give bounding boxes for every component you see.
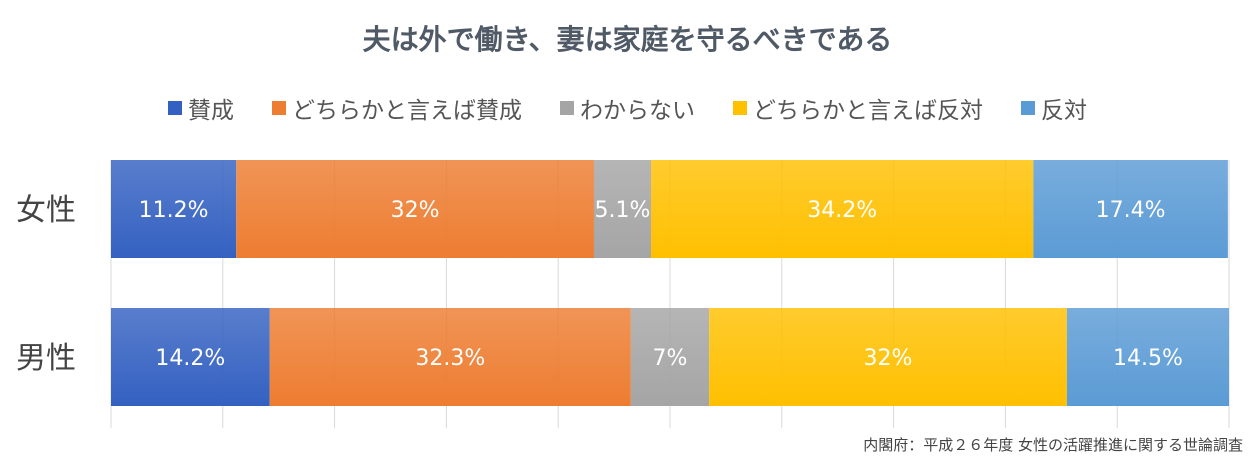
legend-label-somewhat-agree: どちらかと言えば賛成 <box>292 98 522 124</box>
legend-swatch-dont-know <box>560 101 574 115</box>
legend-label-disagree: 反対 <box>1041 98 1087 124</box>
legend-label-somewhat-disagree: どちらかと言えば反対 <box>753 98 983 124</box>
legend-label-dont-know: わからない <box>580 98 695 124</box>
legend-swatch-agree <box>168 101 182 115</box>
legend-item-disagree: 反対 <box>1021 91 1087 125</box>
data-label: 14.5% <box>1113 346 1183 371</box>
data-label: 32% <box>864 346 913 371</box>
bar-segment <box>236 160 594 258</box>
legend-item-somewhat-agree: どちらかと言えば賛成 <box>272 91 522 125</box>
bar-segment <box>709 308 1067 406</box>
data-label: 34.2% <box>807 198 877 223</box>
bar-segment <box>650 160 1034 258</box>
data-label: 17.4% <box>1096 198 1166 223</box>
legend-swatch-somewhat-disagree <box>733 101 747 115</box>
bar-segment <box>1066 308 1229 406</box>
legend-label-agree: 賛成 <box>188 98 234 124</box>
bar-segment <box>269 308 631 406</box>
bar-segment <box>111 308 270 406</box>
legend-item-dont-know: わからない <box>560 91 695 125</box>
bar-segment <box>111 160 237 258</box>
chart-title: 夫は外で働き、妻は家庭を守るべきである <box>362 23 893 56</box>
data-label: 7% <box>653 346 688 371</box>
source-note: 内閣府：平成２６年度 女性の活躍推進に関する世論調査 <box>863 436 1243 454</box>
data-label: 14.2% <box>155 346 225 371</box>
bar-segment <box>630 308 710 406</box>
bar-segment <box>593 160 651 258</box>
data-label: 32.3% <box>415 346 485 371</box>
data-label: 32% <box>391 198 440 223</box>
chart-legend: 賛成 どちらかと言えば賛成 わからない どちらかと言えば反対 反対 <box>0 92 1255 124</box>
data-label: 11.2% <box>139 198 209 223</box>
legend-item-agree: 賛成 <box>168 91 234 125</box>
legend-item-somewhat-disagree: どちらかと言えば反対 <box>733 91 983 125</box>
legend-swatch-disagree <box>1021 101 1035 115</box>
legend-swatch-somewhat-agree <box>272 101 286 115</box>
data-label: 5.1% <box>595 198 651 223</box>
bar-segment <box>1033 160 1228 258</box>
category-label: 女性 <box>16 193 76 228</box>
category-label: 男性 <box>16 341 76 376</box>
